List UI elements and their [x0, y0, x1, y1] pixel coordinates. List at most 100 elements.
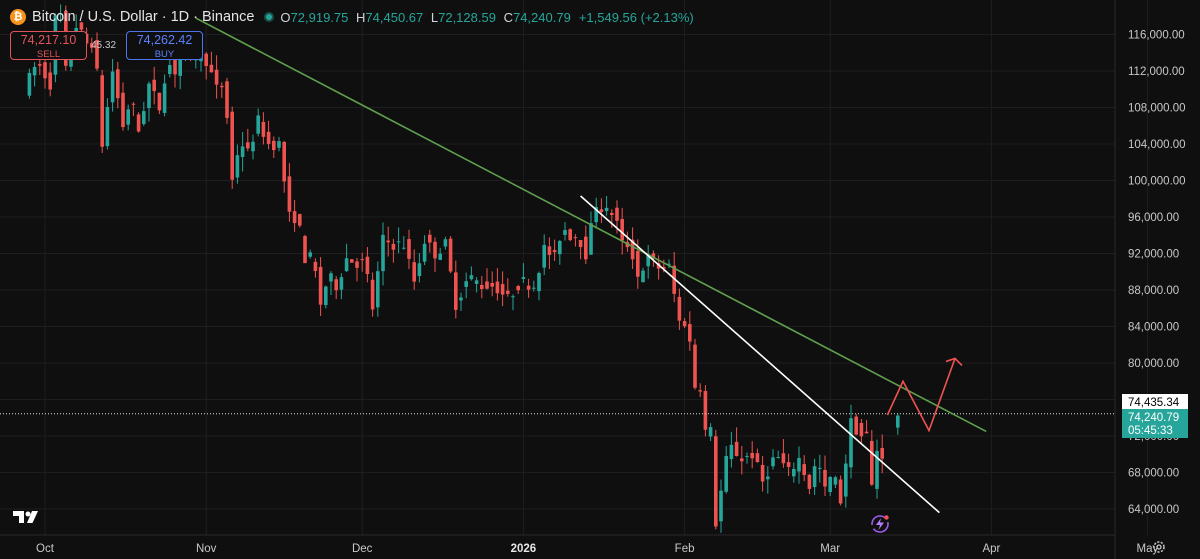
price-tick-label: 116,000.00 — [1128, 30, 1185, 42]
candle — [542, 234, 546, 276]
candle — [428, 229, 432, 253]
candle — [864, 420, 869, 434]
sell-button[interactable]: 74,217.10 SELL — [10, 31, 87, 60]
candle — [807, 473, 812, 495]
candle — [376, 261, 380, 317]
time-axis[interactable]: Oct Nov Dec 2026 Feb Mar Apr May — [36, 543, 1158, 555]
market-open-dot-icon — [264, 12, 275, 22]
time-tick-label: 2026 — [511, 543, 537, 555]
candle — [521, 263, 526, 283]
time-tick-label: Mar — [820, 543, 840, 555]
candle — [812, 458, 817, 495]
candle — [558, 240, 562, 265]
candle — [433, 237, 437, 272]
candle — [251, 134, 255, 160]
candle — [110, 58, 115, 112]
candle — [547, 237, 552, 270]
candle — [698, 383, 702, 398]
candle — [833, 475, 838, 489]
time-tick-label: Nov — [196, 543, 217, 555]
bitcoin-icon: ₿ — [10, 9, 26, 25]
candle — [766, 466, 770, 494]
long-term-resistance-trendline — [195, 17, 987, 433]
candle — [526, 278, 531, 298]
candle — [729, 431, 734, 468]
time-tick-label: May — [1137, 543, 1159, 555]
close-label: C — [503, 9, 513, 25]
price-tick-label: 92,000.00 — [1128, 249, 1179, 261]
candle — [500, 271, 505, 307]
symbol-title[interactable]: Bitcoin / U.S. Dollar · 1D · Binance — [32, 9, 255, 25]
candle — [303, 234, 307, 264]
spread-value: 45.32 — [91, 40, 117, 51]
candle — [480, 275, 484, 299]
candle — [677, 288, 682, 330]
candle — [126, 104, 130, 131]
candle — [474, 277, 479, 293]
candle — [58, 4, 63, 23]
candle — [776, 450, 780, 459]
candle — [849, 404, 853, 479]
candle — [282, 140, 286, 193]
candle — [162, 74, 167, 117]
candle — [365, 247, 370, 283]
candle — [412, 249, 416, 290]
price-tick-label: 112,000.00 — [1128, 66, 1185, 78]
candle — [136, 112, 141, 133]
candle — [859, 418, 864, 444]
candle — [610, 209, 614, 228]
close-value: 74,240.79 — [512, 9, 571, 25]
candle — [672, 252, 676, 303]
candle — [204, 52, 208, 80]
candle — [459, 292, 463, 311]
candle — [896, 413, 900, 435]
price-tick-label: 104,000.00 — [1128, 139, 1186, 151]
candle — [386, 226, 390, 257]
lightning-icon[interactable] — [869, 513, 891, 535]
candle — [682, 317, 687, 328]
chart-grid — [0, 0, 1148, 559]
candle — [355, 258, 359, 282]
candle — [490, 271, 494, 297]
high-value: 74,450.67 — [365, 9, 424, 25]
price-tick-label: 68,000.00 — [1128, 468, 1179, 480]
candle — [381, 222, 385, 286]
candle — [740, 445, 744, 475]
candle — [443, 236, 448, 250]
time-tick-label: Feb — [675, 543, 695, 555]
candle — [235, 144, 240, 184]
candle — [350, 259, 354, 263]
candle — [329, 271, 333, 296]
open-value: 72,919.75 — [290, 9, 349, 25]
candle — [334, 276, 338, 300]
price-axis[interactable]: 64,000.0068,000.0072,000.0076,000.0080,0… — [1128, 30, 1186, 517]
candle — [802, 455, 806, 482]
price-tick-label: 84,000.00 — [1128, 322, 1179, 334]
candle — [667, 259, 671, 269]
change-value: +1,549.56 (+2.13%) — [578, 9, 694, 25]
tradingview-logo-icon[interactable] — [13, 509, 43, 525]
candle — [225, 77, 229, 124]
candle — [760, 455, 765, 492]
price-tick-label: 88,000.00 — [1128, 285, 1179, 297]
candle — [870, 429, 874, 486]
drawing-layer[interactable] — [0, 17, 1115, 514]
price-labels: 74,435.34 74,240.79 05:45:33 — [1122, 394, 1188, 438]
candle — [708, 423, 713, 441]
candle — [448, 236, 453, 274]
candle — [344, 243, 349, 273]
candle — [485, 268, 489, 290]
candle — [875, 439, 879, 499]
low-value: 72,128.59 — [438, 9, 496, 25]
high-label: H — [356, 9, 366, 25]
candle — [142, 101, 146, 127]
buy-button[interactable]: 74,262.42 BUY — [126, 31, 203, 60]
candle — [339, 273, 344, 300]
candle — [771, 449, 775, 470]
candle — [537, 271, 541, 301]
settings-gear-icon[interactable] — [1152, 540, 1166, 554]
candle — [511, 294, 515, 311]
candle — [100, 69, 104, 153]
candle — [594, 197, 598, 229]
